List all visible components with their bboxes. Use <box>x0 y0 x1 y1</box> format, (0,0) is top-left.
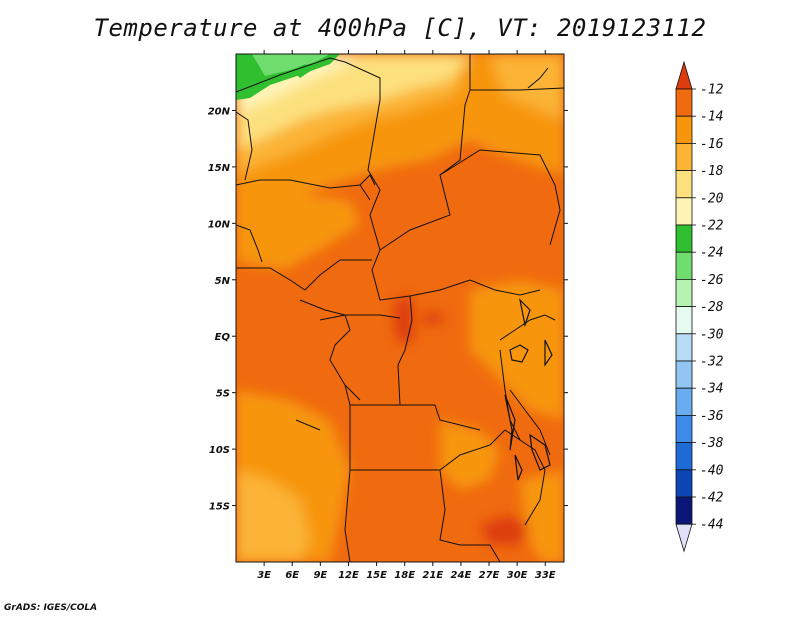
colorbar-swatch <box>675 251 693 280</box>
lon-tick-label: 21E <box>422 570 443 581</box>
lat-tick-label: EQ <box>215 332 231 343</box>
band-24b <box>292 64 312 78</box>
chart-title: Temperature at 400hPa [C], VT: 201912311… <box>93 14 707 42</box>
colorbar-swatch <box>675 387 693 416</box>
colorbar-swatch <box>675 469 693 498</box>
se-band-16 <box>520 470 564 562</box>
lon-tick-label: 33E <box>535 570 556 581</box>
lat-tick-label: 10N <box>208 219 231 230</box>
lon-tick-label: 27E <box>479 570 500 581</box>
colorbar-label: -22 <box>700 219 724 234</box>
lakes <box>504 298 553 481</box>
lat-tick-label: 20N <box>208 106 231 117</box>
lon-tick-label: 6E <box>285 570 299 581</box>
colorbar-label: -16 <box>700 137 724 152</box>
lon-tick-label: 15E <box>366 570 387 581</box>
colorbar-label: -18 <box>700 164 724 179</box>
lon-tick-label: 12E <box>338 570 359 581</box>
colorbar-swatch <box>675 197 693 226</box>
latitude-axis: 20N 15N 10N 5N EQ 5S 10S 15S <box>208 106 568 513</box>
colorbar: -12 -14 -16 -18 -20 -22 -24 -26 -28 -30 -32 -34 -36 -… <box>675 60 724 553</box>
colorbar-label: -34 <box>700 382 723 397</box>
colorbar-label: -44 <box>700 518 723 533</box>
plot-frame <box>235 53 565 563</box>
lat-tick-label: 15N <box>208 163 231 174</box>
colorbar-swatch <box>675 224 693 253</box>
colorbar-swatch <box>675 115 693 144</box>
colorbar-label: -32 <box>700 355 724 370</box>
east-band-16 <box>470 280 564 420</box>
colorbar-swatch <box>675 360 693 389</box>
colorbar-label: -36 <box>700 409 724 424</box>
colorbar-swatch <box>675 496 693 525</box>
credit-text: GrADS: IGES/COLA <box>4 603 98 613</box>
core-12b <box>480 515 530 545</box>
core-12c <box>420 312 445 325</box>
colorbar-label: -30 <box>700 327 724 342</box>
colorbar-label: -26 <box>700 273 724 288</box>
lon-tick-label: 9E <box>313 570 327 581</box>
colorbar-top-arrow <box>675 60 693 90</box>
lat-tick-label: 15S <box>209 502 230 513</box>
colorbar-swatch <box>675 88 693 117</box>
lon-tick-label: 3E <box>257 570 271 581</box>
band-26 <box>252 54 330 76</box>
sw-band-18 <box>236 470 310 562</box>
lon-tick-label: 24E <box>451 570 472 581</box>
colorbar-swatch <box>675 442 693 471</box>
colorbar-swatch <box>675 278 693 307</box>
south-band-16 <box>440 420 500 490</box>
lat-tick-label: 10S <box>209 445 230 456</box>
colorbar-label: -20 <box>700 191 724 206</box>
colorbar-label: -24 <box>700 246 723 261</box>
colorbar-swatch <box>675 306 693 335</box>
lat-tick-label: 5S <box>216 389 230 400</box>
colorbar-label: -14 <box>700 110 723 125</box>
lon-tick-label: 18E <box>394 570 415 581</box>
colorbar-label: -40 <box>700 463 724 478</box>
colorbar-label: -38 <box>700 436 724 451</box>
west-band-16 <box>236 195 360 270</box>
colorbar-swatch <box>675 170 693 199</box>
colorbar-bottom-arrow <box>675 523 693 553</box>
borders <box>236 54 564 562</box>
temperature-field <box>236 54 564 562</box>
longitude-axis: 3E 6E 9E 12E 15E 18E 21E 24E 27E 30E 33E <box>257 50 556 581</box>
colorbar-label: -28 <box>700 300 724 315</box>
colorbar-swatch <box>675 414 693 443</box>
colorbar-swatch <box>675 142 693 171</box>
colorbar-swatch <box>675 333 693 362</box>
lat-tick-label: 5N <box>215 276 231 287</box>
colorbar-label: -12 <box>700 83 724 98</box>
colorbar-label: -42 <box>700 491 724 506</box>
lon-tick-label: 30E <box>507 570 528 581</box>
